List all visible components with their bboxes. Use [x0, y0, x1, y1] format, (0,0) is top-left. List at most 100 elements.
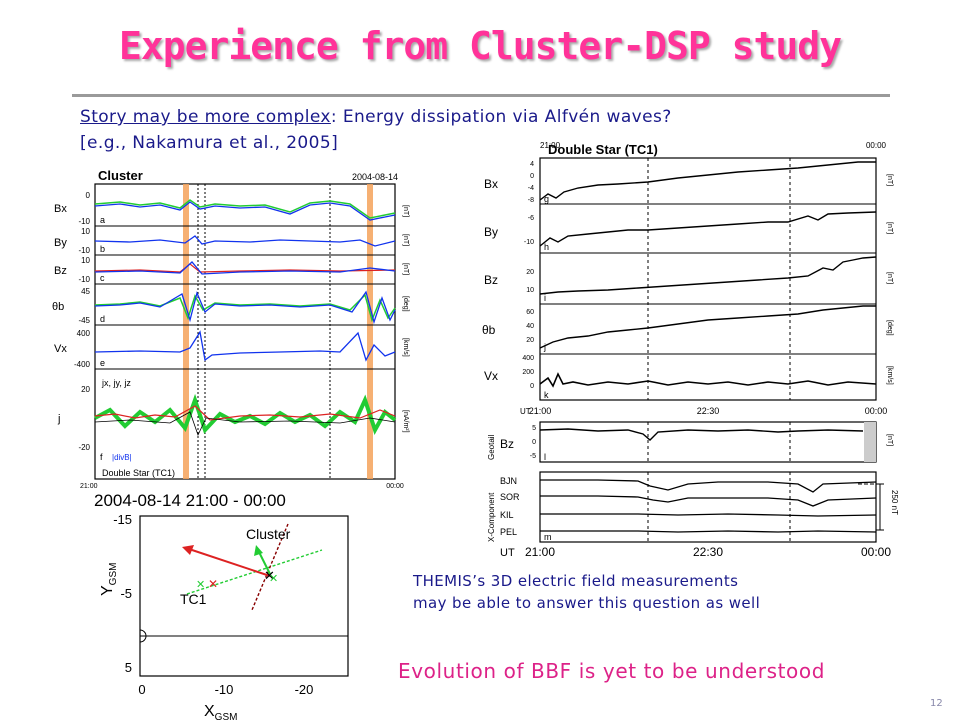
row-tick: 60	[526, 309, 534, 316]
tc1-marker-green: ✕	[196, 579, 205, 591]
row-tick-bottom: -400	[74, 360, 91, 369]
divb-label: |divB|	[112, 453, 132, 462]
bbf-note: Evolution of BBF is yet to be understood	[398, 659, 826, 683]
row-unit: [nT]	[886, 272, 893, 284]
svg-text:YGSM: YGSM	[99, 563, 119, 596]
ground-axis-t2: 22:30	[693, 545, 723, 559]
cluster-header-right: 2004-08-14	[352, 172, 398, 182]
slide-title: Experience from Cluster-DSP study	[119, 24, 842, 68]
cluster-marker: ✕	[264, 568, 275, 583]
row-letter: b	[100, 244, 105, 254]
green-arrowhead	[254, 545, 263, 556]
cluster-figure: Cluster 2004-08-14 Bx 0 -10 a [nT] By 10…	[40, 160, 420, 490]
earth-symbol	[139, 629, 147, 643]
ds-row-bz: Bz 20 10 i [nT]	[484, 256, 893, 303]
row-unit: [nT]	[402, 205, 409, 217]
row-label: j	[57, 413, 60, 425]
cluster-time-end: 00:00	[386, 483, 404, 490]
geotail-unit: [nT]	[886, 434, 893, 446]
geotail-frame	[539, 421, 877, 463]
cluster-row-j: j 20 -20 f [nA/m²] jx, jy, jz |divB|	[57, 378, 409, 462]
row-label: Bx	[54, 203, 67, 215]
row-unit: [deg]	[402, 296, 409, 312]
cluster-plot-frame	[94, 183, 396, 480]
row-label: θb	[52, 301, 64, 313]
y-tick: -5	[120, 586, 132, 601]
themis-line-1: THEMIS’s 3D electric field measurements	[413, 572, 739, 590]
geotail-side: Geotail	[487, 434, 496, 460]
ds-header-left: 21:00	[540, 141, 561, 150]
row-tick: -10	[524, 239, 534, 246]
geotail-label: Bz	[500, 437, 514, 451]
story-text: Story may be more complex: Energy dissip…	[80, 104, 672, 156]
row-label: Bx	[484, 177, 498, 191]
ds-row-vx: Vx 400 200 0 k [km/s]	[484, 355, 893, 400]
x-tick: -20	[295, 682, 314, 697]
ground-station: PEL	[500, 527, 517, 537]
geotail-tick: 0	[532, 439, 536, 446]
cluster-marker-green: ✕	[269, 573, 278, 585]
row-label: By	[54, 237, 67, 249]
ds-plot-frame	[539, 157, 877, 401]
row-letter: k	[544, 390, 549, 400]
story-link[interactable]: Story may be more complex	[80, 107, 331, 127]
cluster-row-vx: Vx 400 -400 e [km/s]	[54, 329, 409, 370]
highlight-band-2	[367, 184, 373, 479]
row-letter: d	[100, 314, 105, 324]
x-tick: -10	[215, 682, 234, 697]
ds-axis-t1: 21:00	[529, 406, 552, 416]
row-letter: h	[544, 242, 549, 252]
y-tick: 5	[125, 660, 132, 675]
label-tc1: TC1	[180, 591, 207, 607]
row-tick: 4	[530, 161, 534, 168]
row-tick-top: 400	[77, 329, 91, 338]
row-tick-bottom: -10	[78, 217, 90, 226]
ds-axis-ut: UT	[520, 407, 531, 416]
cluster-header-left: Cluster	[98, 168, 143, 183]
row-letter: e	[100, 358, 105, 368]
ds-row-by: By -6 -10 h [nT]	[484, 211, 893, 252]
dark-dashed-line	[251, 523, 289, 611]
row-tick-bottom: -10	[78, 275, 90, 284]
row-unit: [km/s]	[402, 338, 409, 357]
row-tick-top: 45	[81, 287, 90, 296]
y-tick: -15	[113, 512, 132, 527]
highlight-band-1	[183, 184, 189, 479]
j-legend: jx, jy, jz	[101, 378, 131, 388]
orbit-frame	[139, 515, 349, 677]
row-label: Vx	[54, 343, 67, 355]
tc1-marker-red: ✕	[208, 577, 218, 591]
row-tick: 400	[522, 355, 534, 362]
row-tick-bottom: -10	[78, 246, 90, 255]
row-unit: [nT]	[402, 234, 409, 246]
geotail-gap	[864, 422, 876, 462]
row-unit: [nA/m²]	[402, 410, 409, 433]
y-label-main: Y	[99, 585, 116, 596]
row-letter: c	[100, 273, 105, 283]
row-letter: a	[100, 215, 105, 225]
cluster-footer: Double Star (TC1)	[102, 468, 175, 478]
ground-frame	[539, 471, 877, 543]
ground-side: X-Component	[487, 492, 496, 542]
row-label: Bz	[54, 265, 67, 277]
label-cluster: Cluster	[246, 526, 291, 542]
ground-station: SOR	[500, 492, 520, 502]
row-tick-top: 10	[81, 256, 90, 265]
row-unit: [km/s]	[886, 366, 893, 385]
cluster-row-bz: Bz 10 -10 c [nT]	[54, 256, 409, 285]
row-letter: i	[544, 293, 546, 303]
ds-axis-t2: 22:30	[697, 406, 720, 416]
ground-scale: 250 nT	[890, 490, 899, 515]
row-tick-bottom: -45	[78, 316, 90, 325]
row-tick: 10	[526, 287, 534, 294]
doublestar-figure: 21:00 Double Star (TC1) 00:00 Bx 4 0 -4 …	[482, 141, 893, 416]
themis-note: THEMIS’s 3D electric field measurements …	[413, 570, 760, 614]
row-letter: f	[100, 452, 103, 462]
story-rest: : Energy dissipation via Alfvén waves?	[330, 107, 672, 127]
row-label: Bz	[484, 273, 498, 287]
title-divider	[72, 94, 890, 97]
row-unit: [nT]	[886, 222, 893, 234]
ground-axis-t1: 21:00	[525, 545, 555, 559]
row-tick: 20	[526, 269, 534, 276]
ground-figure: X-Component BJN SOR KIL PEL m 250 nT UT …	[487, 471, 899, 559]
